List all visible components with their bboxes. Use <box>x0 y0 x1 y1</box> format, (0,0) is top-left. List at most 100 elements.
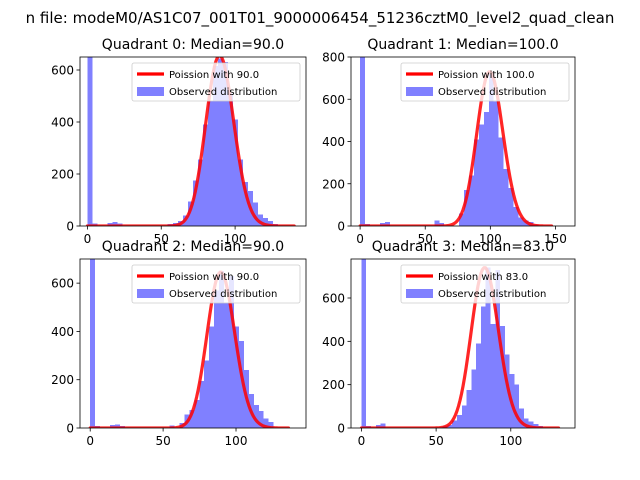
subplot-quadrant-2: Quadrant 2: Median=90.0 0 50 100 0 200 400 600 P… <box>51 239 307 448</box>
histogram-bar <box>192 180 198 226</box>
histogram-bar <box>452 420 458 428</box>
histogram-bar <box>500 326 505 428</box>
histogram-bar <box>528 421 534 428</box>
legend-label-observed: Observed distribution <box>169 289 277 300</box>
histogram-bar <box>464 190 469 226</box>
histogram-bar <box>268 421 274 428</box>
histogram-bar <box>90 259 96 428</box>
histogram-bar <box>217 58 223 226</box>
legend-box <box>400 264 570 304</box>
histogram-bar <box>197 159 203 226</box>
x-tick-label: 100 <box>499 434 522 448</box>
subplot-title: Quadrant 3: Median=83.0 <box>372 239 554 255</box>
histogram-bar <box>199 380 205 428</box>
y-tick-label: 0 <box>337 422 345 436</box>
y-tick-label: 200 <box>51 168 74 182</box>
y-tick-label: 600 <box>322 292 345 306</box>
histogram-bar <box>480 306 486 428</box>
x-tick-label: 0 <box>358 434 366 448</box>
x-tick-label: 150 <box>544 232 567 246</box>
histogram-bar <box>476 343 481 428</box>
legend-label-poisson: Poission with 83.0 <box>438 272 528 283</box>
histogram-bar <box>238 159 244 226</box>
x-tick-label: 100 <box>225 434 248 448</box>
histogram-bar <box>189 409 195 428</box>
poisson-curve <box>358 70 554 226</box>
histogram-bar <box>263 418 269 428</box>
histogram-bar <box>519 408 524 428</box>
subplot-quadrant-0: Quadrant 0: Median=90.0 0 50 100 0 200 400 600 P… <box>51 37 307 246</box>
histogram-bar <box>228 93 234 226</box>
histogram-bar <box>229 275 234 428</box>
plot-area <box>88 259 291 428</box>
histogram-bar <box>471 369 477 428</box>
legend-label-observed: Observed distribution <box>169 87 277 98</box>
histogram-bar <box>485 267 491 428</box>
histogram-bar <box>233 326 239 428</box>
legend-bar-swatch <box>406 289 433 298</box>
y-tick-label: 200 <box>51 373 74 387</box>
histogram-bar <box>258 411 264 428</box>
histogram-bar <box>380 423 386 428</box>
plot-area <box>85 57 296 226</box>
histogram-bar <box>518 217 524 226</box>
histogram-bar <box>473 139 479 226</box>
legend-bar-swatch <box>406 87 433 96</box>
histogram-bar <box>114 424 120 428</box>
x-tick-label: 0 <box>84 232 92 246</box>
histogram-bar <box>112 222 118 226</box>
histogram-bar <box>495 269 501 428</box>
histogram-bar <box>224 302 230 428</box>
subplot-title: Quadrant 2: Median=90.0 <box>102 239 284 255</box>
histogram-bar <box>222 62 229 226</box>
y-tick-label: 400 <box>51 116 74 130</box>
histogram-bar <box>204 360 210 428</box>
histogram-bar <box>466 390 472 428</box>
histogram-bar <box>87 57 93 226</box>
histogram-bar <box>268 220 274 226</box>
histogram-bar <box>361 259 367 428</box>
histogram-bar <box>384 222 390 226</box>
histogram-bar <box>457 415 462 428</box>
y-tick-label: 600 <box>322 93 345 107</box>
histogram-bar <box>523 418 529 428</box>
legend: Poission with 90.0 Observed distribution <box>131 264 301 304</box>
histogram-bar <box>202 124 208 226</box>
x-tick-label: 100 <box>479 232 502 246</box>
legend: Poission with 100.0 Observed distribution <box>400 62 570 102</box>
y-tick-label: 200 <box>322 378 345 392</box>
histogram-bar <box>483 111 489 226</box>
x-tick-label: 50 <box>154 232 169 246</box>
histogram-bar <box>488 73 494 226</box>
histogram-bar <box>194 400 200 428</box>
y-tick-label: 0 <box>66 220 74 234</box>
subplot-quadrant-1: Quadrant 1: Median=100.0 0 50 100 150 0 200 400… <box>322 37 576 246</box>
subplot-quadrant-3: Quadrant 3: Median=83.0 0 50 100 0 200 400 600 P… <box>322 239 576 448</box>
histogram-bar <box>513 206 519 226</box>
histogram-bar <box>508 187 514 226</box>
histogram-bar <box>258 214 264 226</box>
histogram-bar <box>468 175 474 226</box>
y-tick-label: 600 <box>51 277 74 291</box>
legend: Poission with 90.0 Observed distribution <box>131 62 301 102</box>
legend-label-poisson: Poission with 90.0 <box>169 272 259 283</box>
x-tick-label: 0 <box>356 232 364 246</box>
histogram-bar <box>434 220 440 226</box>
y-tick-label: 600 <box>51 64 74 78</box>
plot-area <box>359 259 561 428</box>
axes-frame <box>350 258 576 429</box>
y-tick-label: 800 <box>322 51 345 65</box>
plot-area <box>358 57 554 226</box>
axes-frame <box>79 56 307 227</box>
x-tick-label: 50 <box>428 434 443 448</box>
legend-box <box>131 62 301 102</box>
histogram-bar <box>533 424 539 428</box>
histogram-bar <box>478 124 484 226</box>
poisson-curve <box>359 266 561 428</box>
histogram-bar <box>253 202 259 226</box>
y-tick-label: 0 <box>66 422 74 436</box>
histogram-bar <box>498 137 504 226</box>
y-tick-label: 400 <box>322 135 345 149</box>
x-tick-label: 100 <box>224 232 247 246</box>
